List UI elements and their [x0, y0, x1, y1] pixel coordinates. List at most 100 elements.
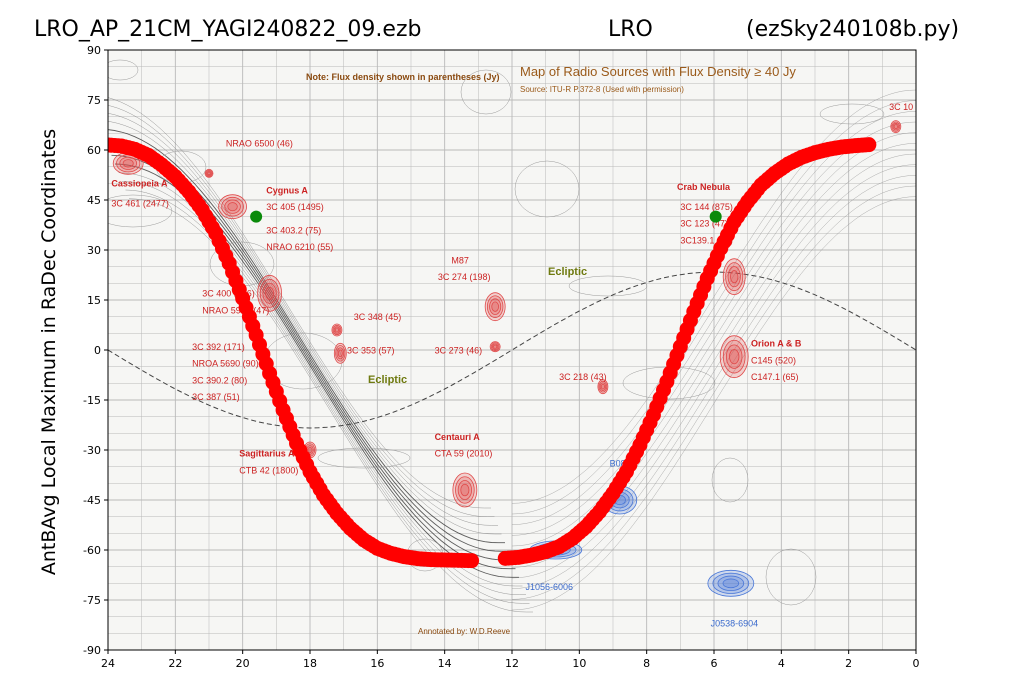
source-label: 3C 400 (576) — [202, 289, 255, 299]
contour-line — [108, 113, 498, 526]
contour-ring — [765, 548, 817, 606]
x-tick-label: 4 — [778, 657, 785, 670]
source-label: 3C 273 (46) — [435, 345, 483, 355]
radio-source-blob — [725, 344, 743, 369]
y-tick-label: 0 — [94, 344, 101, 357]
radio-source-blob — [722, 258, 746, 296]
source-label: 3C 218 (43) — [559, 372, 607, 382]
radio-source-blob — [119, 156, 137, 170]
trace-point — [460, 553, 476, 569]
trace-point — [218, 248, 234, 264]
source-label: Crab Nebula — [677, 182, 731, 192]
y-tick-label: -60 — [83, 544, 101, 557]
source-label: J0538-6904 — [711, 619, 759, 629]
source-label: 3C 144 (875) — [680, 202, 733, 212]
y-tick-label: 75 — [87, 94, 101, 107]
radio-source-blob — [452, 472, 478, 508]
contour-line — [511, 100, 916, 515]
contour-line — [121, 181, 526, 595]
title-script: (ezSky240108b.py) — [746, 17, 959, 42]
contour-line — [511, 185, 916, 600]
data-series — [108, 137, 877, 569]
x-tick-label: 12 — [505, 657, 519, 670]
trace-point — [696, 279, 712, 295]
radio-source-blob — [717, 575, 745, 592]
radio-source-blob — [207, 171, 211, 176]
source-label: 3C 274 (198) — [438, 272, 491, 282]
radio-source-blob — [893, 124, 898, 130]
source-label: C145 (520) — [751, 355, 796, 365]
contour-ring — [711, 457, 749, 503]
contour-line — [108, 105, 495, 517]
radio-source-blob — [727, 266, 741, 288]
source-label: Cygnus A — [266, 185, 308, 195]
radio-source-blob — [491, 301, 499, 312]
radio-source-blob — [262, 282, 277, 304]
radio-source-blob — [600, 383, 606, 390]
map-annotations: 3C 10 (44) NRAO 6500 (46) Cassiopeia A 3C 4… — [111, 102, 932, 629]
source-label: 3C 353 (57) — [347, 345, 395, 355]
map-note: Note: Flux density shown in parentheses … — [306, 72, 500, 82]
radio-source-blob — [460, 483, 470, 497]
source-label: 3C 387 (51) — [192, 392, 240, 402]
radio-source-blob — [265, 286, 275, 300]
axis-ticks: 24 22 20 18 16 14 12 10 8 6 4 2 09075604530150-15-30… — [83, 44, 919, 670]
trace-point — [858, 137, 873, 153]
trace-point — [709, 248, 725, 264]
map-credit: Annotated by: W.D.Reeve — [418, 627, 511, 636]
source-label: Orion A & B — [751, 339, 802, 349]
trace-point — [656, 382, 671, 398]
trace-point — [258, 356, 274, 372]
source-label: 3C 403.2 (75) — [266, 225, 321, 235]
contour-line — [511, 132, 916, 547]
trace-point — [204, 220, 220, 235]
radio-source-blob — [331, 323, 343, 337]
radio-source-blob — [204, 168, 214, 178]
y-tick-label: 45 — [87, 194, 101, 207]
contour-ring — [108, 194, 173, 228]
contour-line — [108, 129, 505, 544]
x-tick-label: 2 — [845, 657, 852, 670]
radio-source-blob — [489, 298, 502, 315]
source-label: NROA 5690 (90) — [192, 359, 259, 369]
map-source: Source: ITU-R P.372-8 (Used with permiss… — [520, 85, 684, 94]
ecliptic-label-north: Ecliptic — [548, 266, 587, 278]
radio-source-blob — [890, 120, 902, 134]
source-label: 3C 10 (44) — [889, 102, 932, 112]
x-tick-label: 20 — [236, 657, 250, 670]
source-label: NRAO 6210 (55) — [266, 242, 333, 252]
radio-source-blob — [457, 480, 472, 500]
y-tick-label: 30 — [87, 244, 101, 257]
source-label: 3C 123 (47) — [680, 219, 728, 229]
radio-source-blob — [218, 194, 247, 220]
source-label: 3C 390.2 (80) — [192, 375, 247, 385]
y-tick-label: -90 — [83, 644, 101, 657]
y-tick-label: -15 — [83, 394, 101, 407]
radio-source-blob — [227, 202, 238, 212]
position-marker-point — [250, 210, 263, 223]
trace-point — [615, 469, 631, 485]
radio-source-blob — [719, 335, 749, 379]
contour-line — [511, 164, 916, 579]
contour-line — [511, 196, 916, 611]
background-map: 3C 10 (44) NRAO 6500 (46) Cassiopeia A 3C 4… — [108, 50, 932, 650]
radio-source-blob — [257, 274, 283, 312]
x-tick-label: 10 — [572, 657, 586, 670]
y-tick-label: -30 — [83, 444, 101, 457]
trace-point — [272, 393, 288, 409]
source-label: CTA 59 (2010) — [435, 449, 493, 459]
x-tick-label: 6 — [711, 657, 718, 670]
radio-source-blob — [224, 199, 241, 214]
contour-ring — [568, 275, 648, 297]
x-tick-label: 16 — [370, 657, 384, 670]
title-observatory: LRO — [608, 17, 653, 42]
contour-line — [511, 89, 916, 504]
contour-ring — [317, 447, 411, 469]
title-filename: LRO_AP_21CM_YAGI240822_09.ezb — [34, 17, 421, 42]
source-label: NRAO 5980 (47) — [202, 305, 269, 315]
x-tick-label: 14 — [438, 657, 452, 670]
radio-source-blob — [707, 569, 755, 597]
trace-point — [231, 282, 247, 298]
source-label: J1056-6006 — [525, 582, 573, 592]
